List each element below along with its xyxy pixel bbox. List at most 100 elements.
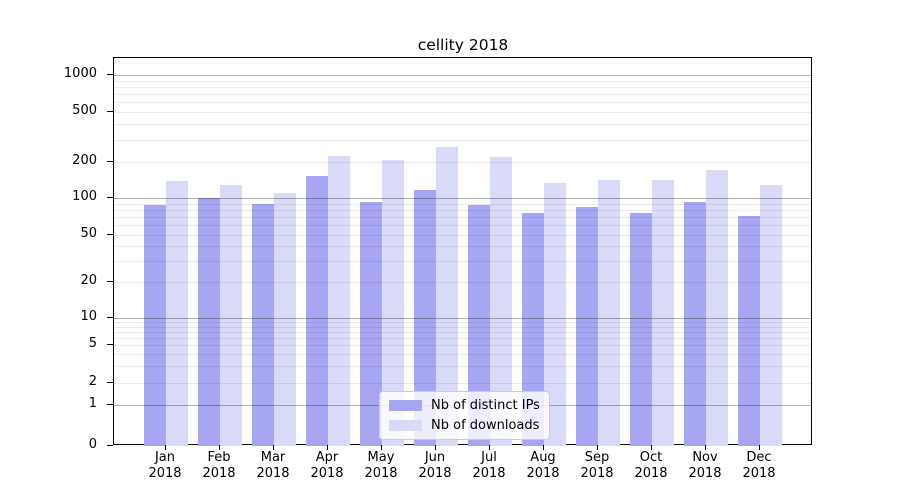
x-tick-mark	[434, 445, 436, 450]
plot-area	[113, 57, 812, 446]
legend-label-downloads: Nb of downloads	[431, 418, 540, 433]
y-tick-mark	[107, 234, 113, 235]
minor-gridline	[114, 261, 811, 263]
y-tick-mark	[107, 74, 113, 75]
minor-gridline	[114, 354, 811, 356]
y-tick-mark	[107, 197, 113, 198]
bar-downloads	[760, 185, 782, 446]
minor-gridline	[114, 235, 811, 236]
y-tick-label: 0	[88, 437, 97, 452]
y-tick-label: 2	[88, 374, 97, 389]
minor-gridline	[114, 124, 811, 126]
bar-downloads	[328, 156, 350, 446]
minor-gridline	[114, 86, 811, 88]
x-tick-mark	[380, 445, 382, 450]
y-tick-mark	[107, 404, 113, 405]
y-tick-label: 1000	[63, 66, 97, 81]
legend-item-distinct-ips: Nb of distinct IPs	[389, 397, 540, 414]
bar-distinct-ips	[252, 203, 274, 446]
x-tick-label: Mar 2018	[256, 450, 290, 481]
x-tick-mark	[272, 445, 274, 450]
bar-downloads	[436, 146, 458, 446]
x-tick-label: Jun 2018	[418, 450, 452, 481]
bar-downloads	[220, 184, 242, 446]
bar-distinct-ips	[684, 202, 706, 446]
bar-downloads	[490, 156, 512, 446]
y-tick-mark	[107, 382, 113, 383]
bar-distinct-ips	[144, 205, 166, 446]
x-tick-label: Nov 2018	[688, 450, 722, 481]
bar-distinct-ips	[576, 207, 598, 446]
x-tick-label: Dec 2018	[742, 450, 776, 481]
x-tick-mark	[650, 445, 652, 450]
y-tick-mark	[107, 344, 113, 345]
bar-distinct-ips	[414, 189, 436, 446]
minor-gridline	[114, 326, 811, 328]
x-tick-mark	[542, 445, 544, 450]
minor-gridline	[114, 209, 811, 211]
chart-title: cellity 2018	[417, 36, 509, 54]
y-tick-label: 50	[80, 226, 97, 241]
minor-gridline	[114, 102, 811, 104]
legend-swatch-downloads	[389, 420, 422, 431]
x-tick-label: Sep 2018	[580, 450, 614, 481]
y-tick-label: 100	[72, 189, 97, 204]
minor-gridline	[114, 345, 811, 346]
x-tick-label: Feb 2018	[202, 450, 236, 481]
legend-item-downloads: Nb of downloads	[389, 417, 540, 434]
x-tick-mark	[164, 445, 166, 450]
minor-gridline	[114, 217, 811, 219]
bar-downloads	[166, 180, 188, 446]
x-tick-label: Oct 2018	[634, 450, 668, 481]
minor-gridline	[114, 161, 811, 163]
x-tick-mark	[704, 445, 706, 450]
x-tick-mark	[758, 445, 760, 450]
x-tick-label: Aug 2018	[526, 450, 560, 481]
x-tick-label: Apr 2018	[310, 450, 344, 481]
y-tick-mark	[107, 111, 113, 112]
y-tick-mark	[107, 160, 113, 162]
y-tick-label: 500	[72, 103, 97, 118]
major-gridline	[114, 198, 811, 199]
minor-gridline	[114, 337, 811, 339]
y-tick-mark	[107, 281, 113, 282]
minor-gridline	[114, 366, 811, 368]
minor-gridline	[114, 246, 811, 248]
minor-gridline	[114, 282, 811, 283]
minor-gridline	[114, 322, 811, 324]
legend-swatch-distinct-ips	[389, 400, 422, 411]
y-tick-label: 20	[80, 273, 97, 288]
x-tick-label: May 2018	[364, 450, 398, 481]
bar-distinct-ips	[738, 215, 760, 446]
major-gridline	[114, 318, 811, 319]
x-tick-label: Jan 2018	[148, 450, 182, 481]
legend-label-distinct-ips: Nb of distinct IPs	[431, 398, 540, 413]
minor-gridline	[114, 383, 811, 384]
y-tick-mark	[107, 445, 113, 446]
bar-distinct-ips	[360, 202, 382, 446]
minor-gridline	[114, 331, 811, 333]
minor-gridline	[114, 112, 811, 113]
bar-downloads	[274, 192, 296, 446]
y-tick-label: 1	[88, 396, 97, 411]
bar-distinct-ips	[306, 175, 328, 446]
y-tick-label: 5	[88, 336, 97, 351]
bar-downloads	[706, 170, 728, 446]
y-tick-label: 200	[72, 152, 97, 168]
y-tick-label: 10	[80, 309, 97, 324]
x-tick-mark	[596, 445, 598, 450]
x-tick-mark	[488, 445, 490, 450]
bar-distinct-ips	[198, 198, 220, 446]
bar-downloads	[598, 180, 620, 446]
legend: Nb of distinct IPs Nb of downloads	[379, 391, 550, 440]
bar-downloads	[652, 180, 674, 446]
y-tick-mark	[107, 317, 113, 318]
bar-downloads	[544, 182, 566, 446]
bar-distinct-ips	[522, 213, 544, 446]
major-gridline	[114, 75, 811, 76]
bar-downloads	[382, 159, 404, 446]
minor-gridline	[114, 203, 811, 205]
x-tick-mark	[218, 445, 220, 450]
minor-gridline	[114, 94, 811, 96]
